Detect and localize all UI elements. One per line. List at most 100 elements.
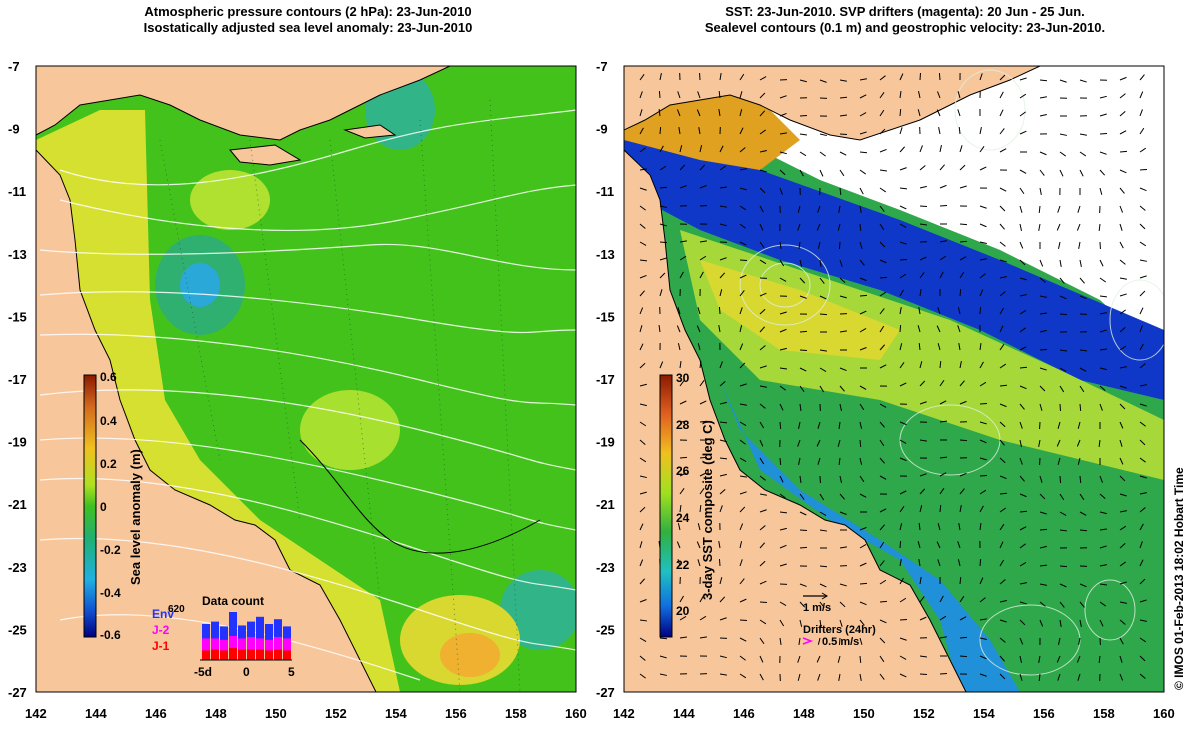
shelf-contour xyxy=(299,439,541,554)
velocity-arrow xyxy=(1019,309,1027,315)
velocity-arrow xyxy=(1139,290,1146,297)
velocity-arrow xyxy=(999,259,1007,263)
velocity-arrow xyxy=(939,271,944,279)
velocity-arrow xyxy=(1019,493,1027,498)
velocity-arrow xyxy=(1079,151,1087,157)
velocity-arrow xyxy=(679,240,687,243)
velocity-arrow xyxy=(1019,205,1023,213)
velocity-arrow xyxy=(899,655,907,660)
velocity-arrow xyxy=(1077,457,1081,465)
velocity-arrow xyxy=(699,360,702,369)
latitude-tick-label: -27 xyxy=(8,685,27,700)
velocity-arrow xyxy=(719,655,727,659)
velocity-arrow xyxy=(979,342,982,351)
velocity-arrow xyxy=(939,504,942,513)
velocity-arrow xyxy=(859,223,862,232)
velocity-arrow xyxy=(937,307,941,315)
velocity-arrow xyxy=(1019,187,1025,195)
velocity-arrow xyxy=(1079,619,1082,627)
velocity-arrow xyxy=(1059,385,1065,393)
velocity-arrow xyxy=(1059,133,1067,136)
velocity-arrow xyxy=(679,504,682,513)
latitude-tick-label: -27 xyxy=(596,685,615,700)
velocity-arrow xyxy=(1019,526,1027,531)
velocity-arrow xyxy=(679,595,684,603)
data-count-bar xyxy=(247,636,255,660)
velocity-arrow xyxy=(1079,475,1082,484)
longitude-tick-label: 150 xyxy=(265,706,287,721)
velocity-arrow xyxy=(919,361,923,369)
velocity-arrow xyxy=(838,241,841,250)
velocity-arrow xyxy=(639,439,646,445)
velocity-arrow xyxy=(679,145,683,153)
velocity-arrow xyxy=(678,127,681,135)
velocity-arrow xyxy=(699,504,702,513)
velocity-arrow xyxy=(839,330,847,333)
sla-colorbar xyxy=(83,374,97,638)
cool-sst-band xyxy=(624,140,1164,400)
velocity-arrow xyxy=(759,326,766,333)
velocity-arrow xyxy=(959,223,968,226)
velocity-arrow xyxy=(938,72,941,81)
velocity-arrow xyxy=(1057,673,1061,681)
warm-sst-zone xyxy=(700,260,900,360)
velocity-arrow xyxy=(759,241,765,249)
velocity-arrow xyxy=(1139,578,1146,585)
velocity-arrow xyxy=(659,165,667,171)
velocity-arrow xyxy=(937,343,941,351)
velocity-arrow xyxy=(759,187,766,194)
velocity-arrow xyxy=(659,223,667,227)
velocity-arrow xyxy=(839,546,847,549)
velocity-arrow xyxy=(1139,205,1146,211)
velocity-arrow xyxy=(939,379,945,387)
longitude-tick-label: 150 xyxy=(853,706,875,721)
velocity-arrow xyxy=(639,599,647,603)
velocity-arrow xyxy=(1119,525,1127,531)
velocity-arrow xyxy=(919,145,923,153)
velocity-arrow xyxy=(1139,637,1147,643)
velocity-arrow xyxy=(739,91,743,99)
velocity-arrow xyxy=(799,349,808,352)
velocity-arrow xyxy=(918,307,921,315)
velocity-arrow xyxy=(639,673,646,679)
velocity-arrow xyxy=(899,90,902,99)
velocity-arrow xyxy=(999,363,1007,369)
velocity-arrow xyxy=(999,275,1007,279)
velocity-arrow xyxy=(639,274,647,279)
velocity-arrow xyxy=(1139,74,1145,81)
velocity-arrow xyxy=(1139,457,1146,463)
velocity-arrow xyxy=(1119,581,1127,585)
right-title-line2: Sealevel contours (0.1 m) and geostrophi… xyxy=(704,20,1106,35)
velocity-arrow xyxy=(958,523,961,531)
velocity-arrow xyxy=(799,511,807,516)
velocity-arrow xyxy=(1139,241,1147,247)
velocity-arrow xyxy=(1077,673,1081,681)
right-sst-map xyxy=(624,66,1164,692)
velocity-arrow xyxy=(1099,113,1107,117)
velocity-arrow xyxy=(939,615,947,621)
velocity-arrow xyxy=(899,289,904,297)
velocity-arrow xyxy=(677,523,681,531)
velocity-arrow xyxy=(859,78,867,81)
sla-high-patch-3 xyxy=(300,390,400,470)
velocity-arrow xyxy=(799,385,805,392)
velocity-arrow xyxy=(779,187,783,195)
velocity-arrow xyxy=(798,637,801,645)
velocity-arrow xyxy=(779,544,787,549)
velocity-arrow xyxy=(1119,205,1124,213)
velocity-arrow xyxy=(1099,493,1106,500)
velocity-arrow xyxy=(799,114,808,117)
velocity-arrow xyxy=(719,473,727,477)
velocity-arrow xyxy=(639,383,647,387)
velocity-arrow xyxy=(979,306,982,315)
latitude-tick-label: -21 xyxy=(596,497,615,512)
velocity-arrow xyxy=(1079,169,1084,177)
velocity-arrow xyxy=(699,164,706,171)
velocity-arrow xyxy=(1139,559,1144,567)
velocity-arrow xyxy=(819,169,824,177)
velocity-arrow xyxy=(999,523,1005,531)
velocity-arrow xyxy=(1057,457,1061,465)
velocity-arrow xyxy=(699,185,707,189)
velocity-arrow xyxy=(659,673,667,676)
longitude-tick-label: 148 xyxy=(205,706,227,721)
